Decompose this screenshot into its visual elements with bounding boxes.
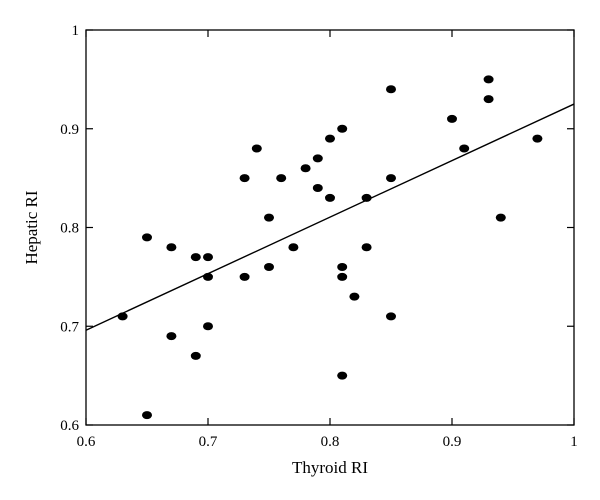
- x-tick-label: 0.9: [443, 434, 462, 450]
- data-point: [483, 95, 494, 104]
- data-point: [203, 272, 213, 281]
- tick-layer: 0.6 0.7 0.8 0.9 1 0.6 0.7 0.8 0.9 1: [60, 23, 578, 450]
- data-point: [386, 85, 396, 94]
- data-point: [325, 193, 335, 202]
- data-point: [532, 134, 543, 143]
- data-point: [312, 154, 323, 163]
- data-point: [337, 272, 348, 281]
- y-tick-label: 0.8: [60, 221, 79, 237]
- data-point: [459, 144, 470, 153]
- data-point: [166, 243, 177, 252]
- data-point: [337, 263, 348, 271]
- data-point: [264, 263, 274, 271]
- data-point: [386, 312, 396, 321]
- y-tick-label: 1: [72, 23, 80, 39]
- data-point: [288, 243, 299, 252]
- x-tick-label: 0.8: [321, 434, 340, 450]
- data-point: [495, 213, 506, 222]
- y-tick-label: 0.6: [60, 418, 79, 434]
- data-point: [190, 351, 201, 360]
- x-tick-label: 0.6: [77, 434, 96, 450]
- data-point: [276, 174, 287, 183]
- data-point: [300, 164, 311, 173]
- data-point: [337, 371, 348, 380]
- data-point: [361, 193, 372, 202]
- plot-frame: [85, 29, 575, 426]
- data-point: [166, 332, 177, 341]
- y-axis-title: Hepatic RI: [22, 190, 41, 264]
- y-tick-label: 0.9: [60, 122, 79, 138]
- data-point: [337, 124, 348, 133]
- data-point: [386, 174, 396, 183]
- data-point: [239, 174, 250, 183]
- plot-layer: [85, 75, 575, 420]
- data-point: [203, 322, 213, 331]
- data-point: [142, 233, 152, 242]
- data-point: [325, 134, 335, 143]
- x-tick-label: 1: [570, 434, 578, 450]
- data-point: [142, 411, 152, 420]
- data-point: [447, 114, 457, 123]
- data-point: [264, 213, 274, 222]
- data-point: [349, 292, 360, 301]
- x-tick-label: 0.7: [199, 434, 218, 450]
- trend-line: [85, 103, 575, 331]
- data-point: [239, 272, 250, 281]
- y-tick-label: 0.7: [60, 319, 79, 335]
- data-point: [312, 184, 323, 192]
- data-point: [483, 75, 494, 84]
- data-point: [203, 253, 213, 262]
- data-point: [190, 253, 201, 262]
- data-point: [251, 144, 262, 153]
- x-axis-title: Thyroid RI: [292, 458, 368, 477]
- data-point: [117, 312, 128, 321]
- data-point: [361, 243, 372, 252]
